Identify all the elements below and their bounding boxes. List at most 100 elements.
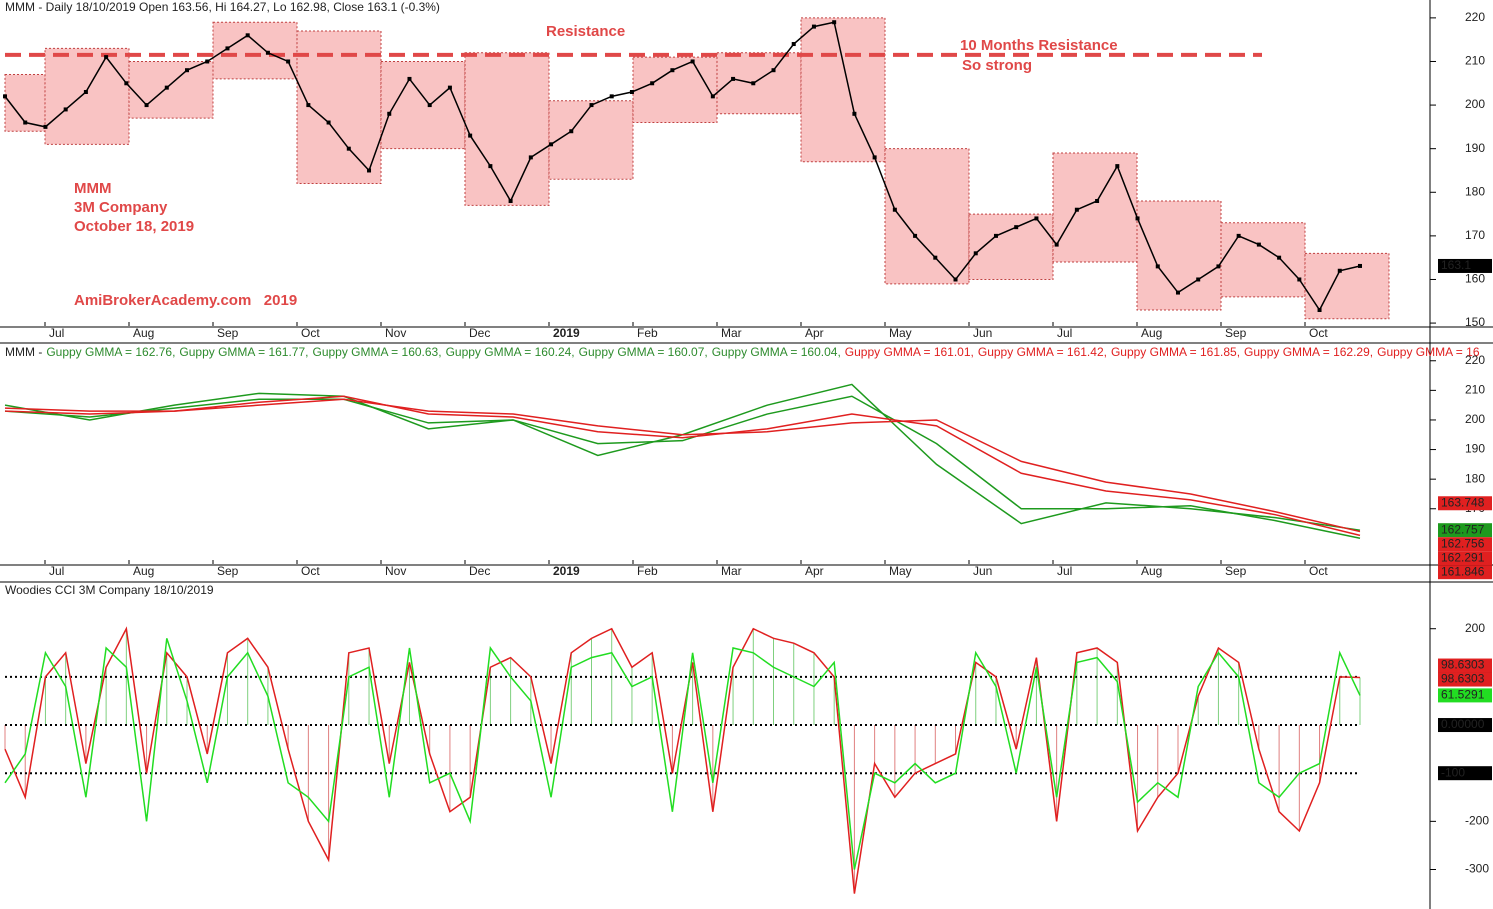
- price-mark: [63, 107, 68, 112]
- price-mark: [468, 133, 473, 138]
- gmma-line: [4, 395, 1361, 537]
- month-label: May: [889, 564, 912, 578]
- price-mark: [225, 46, 230, 51]
- price-mark: [1135, 216, 1140, 221]
- price-mark: [205, 59, 210, 64]
- legend-entry: Guppy GMMA = 160.07,: [579, 345, 708, 359]
- legend-entry: Guppy GMMA = 160.24,: [446, 345, 575, 359]
- price-mark: [832, 20, 837, 25]
- month-label: 2019: [553, 564, 580, 578]
- month-label: Oct: [301, 564, 320, 578]
- cci-line: [4, 638, 1361, 870]
- price-mark: [83, 89, 88, 94]
- month-label: 2019: [553, 326, 580, 340]
- price-mark: [528, 155, 533, 160]
- price-mark: [104, 55, 109, 60]
- price-mark: [185, 68, 190, 73]
- annotation: Resistance: [546, 23, 625, 40]
- price-mark: [993, 233, 998, 238]
- price-mark: [3, 94, 7, 99]
- month-label: May: [889, 326, 912, 340]
- month-label: Aug: [133, 564, 154, 578]
- price-mark: [387, 111, 392, 116]
- month-label: Jul: [1057, 326, 1072, 340]
- month-label: Sep: [217, 326, 239, 340]
- gmma-line: [4, 398, 1361, 533]
- price-mark: [447, 85, 452, 90]
- y-tick-label: 220: [1465, 10, 1485, 24]
- month-range-box: [800, 17, 886, 163]
- month-label: Sep: [217, 564, 239, 578]
- price-mark: [144, 103, 149, 108]
- last-value-label-bg: [1438, 523, 1492, 538]
- y-tick-label: 180: [1465, 471, 1485, 485]
- legend-entry: Guppy GMMA = 160.04,: [712, 345, 841, 359]
- price-mark: [751, 81, 756, 86]
- legend-entry: Guppy GMMA = 161.01,: [845, 345, 974, 359]
- cci-level-label: 0.00000: [1441, 717, 1485, 731]
- month-range-box: [1220, 222, 1306, 298]
- price-mark: [326, 120, 331, 125]
- y-tick-label: 160: [1465, 272, 1485, 286]
- price-mark: [164, 85, 169, 90]
- month-label: Oct: [301, 326, 320, 340]
- legend-entry: Guppy GMMA = 16: [1377, 345, 1480, 359]
- price-mark: [427, 103, 432, 108]
- last-value-label-bg: [1438, 496, 1492, 511]
- annotation: 10 Months Resistance: [960, 37, 1118, 54]
- month-label: Jun: [973, 326, 992, 340]
- y-tick-label: 220: [1465, 353, 1485, 367]
- month-label: Sep: [1225, 564, 1247, 578]
- price-mark: [973, 251, 978, 256]
- annotation: So strong: [962, 57, 1032, 74]
- last-value-label: 162.291: [1441, 550, 1485, 564]
- month-label: Sep: [1225, 326, 1247, 340]
- month-label: Aug: [1141, 326, 1162, 340]
- price-mark: [690, 59, 695, 64]
- month-range-box: [632, 56, 718, 124]
- price-mark: [569, 129, 574, 134]
- cci-level-label-bg: [1438, 766, 1492, 781]
- month-range-box: [464, 52, 550, 206]
- month-label: Dec: [469, 564, 490, 578]
- month-label: Jul: [49, 564, 64, 578]
- price-mark: [852, 111, 857, 116]
- month-range-box: [716, 52, 802, 115]
- month-label: Dec: [469, 326, 490, 340]
- price-mark: [771, 68, 776, 73]
- month-label: Jul: [49, 326, 64, 340]
- last-price-label: 163.1: [1441, 258, 1471, 272]
- last-value-label: 161.846: [1441, 564, 1485, 578]
- price-mark: [306, 103, 311, 108]
- price-line: [4, 21, 1361, 312]
- month-range-box: [1052, 152, 1138, 263]
- price-mark: [1175, 290, 1180, 295]
- month-range-box: [128, 60, 214, 119]
- month-label: Jul: [1057, 564, 1072, 578]
- price-mark: [589, 103, 594, 108]
- price-mark: [811, 24, 816, 29]
- last-value-label-bg: [1438, 688, 1492, 703]
- month-range-box: [212, 21, 298, 80]
- price-mark: [650, 81, 655, 86]
- price-mark: [124, 81, 129, 86]
- last-value-label: 98.6303: [1441, 658, 1485, 672]
- price-mark: [286, 59, 291, 64]
- legend-entry: Guppy GMMA = 161.42,: [978, 345, 1107, 359]
- legend-entry: Guppy GMMA = 161.77,: [179, 345, 308, 359]
- price-mark: [549, 142, 554, 147]
- legend-entry: Guppy GMMA = 160.63,: [312, 345, 441, 359]
- last-value-label: 98.6303: [1441, 672, 1485, 686]
- price-mark: [872, 155, 877, 160]
- last-price-label-bg: [1438, 258, 1492, 273]
- price-mark: [346, 146, 351, 151]
- month-range-box: [548, 100, 634, 180]
- month-label: Oct: [1309, 326, 1328, 340]
- cci-level-label: -100: [1441, 765, 1465, 779]
- y-tick-label: -200: [1465, 814, 1489, 828]
- month-label: Jun: [973, 564, 992, 578]
- last-value-label: 162.756: [1441, 536, 1485, 550]
- gmma-line: [4, 395, 1361, 539]
- month-label: Oct: [1309, 564, 1328, 578]
- price-mark: [933, 255, 938, 260]
